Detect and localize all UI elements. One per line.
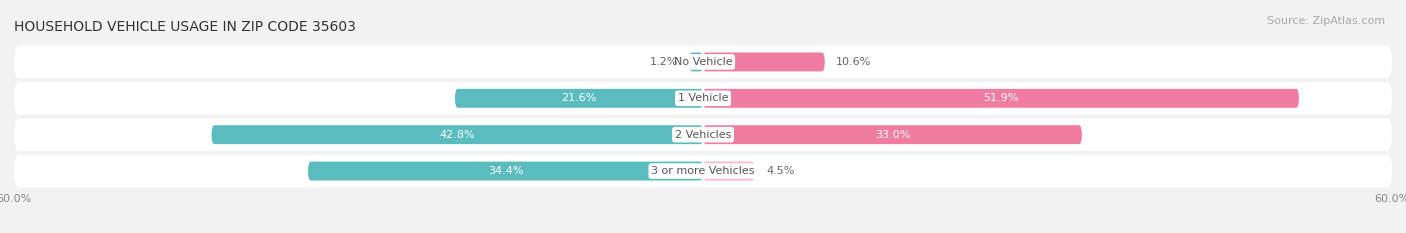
FancyBboxPatch shape (211, 125, 703, 144)
Text: Source: ZipAtlas.com: Source: ZipAtlas.com (1267, 16, 1385, 26)
Text: 1.2%: 1.2% (650, 57, 678, 67)
Text: 21.6%: 21.6% (561, 93, 596, 103)
Text: HOUSEHOLD VEHICLE USAGE IN ZIP CODE 35603: HOUSEHOLD VEHICLE USAGE IN ZIP CODE 3560… (14, 20, 356, 34)
Text: 3 or more Vehicles: 3 or more Vehicles (651, 166, 755, 176)
FancyBboxPatch shape (703, 162, 755, 181)
Text: 34.4%: 34.4% (488, 166, 523, 176)
Text: 51.9%: 51.9% (983, 93, 1019, 103)
FancyBboxPatch shape (703, 125, 1083, 144)
FancyBboxPatch shape (308, 162, 703, 181)
Text: 1 Vehicle: 1 Vehicle (678, 93, 728, 103)
FancyBboxPatch shape (703, 89, 1299, 108)
Text: 10.6%: 10.6% (837, 57, 872, 67)
FancyBboxPatch shape (703, 52, 825, 71)
Text: No Vehicle: No Vehicle (673, 57, 733, 67)
Text: 2 Vehicles: 2 Vehicles (675, 130, 731, 140)
FancyBboxPatch shape (14, 82, 1392, 115)
Text: 4.5%: 4.5% (766, 166, 794, 176)
FancyBboxPatch shape (14, 118, 1392, 151)
FancyBboxPatch shape (456, 89, 703, 108)
Text: 42.8%: 42.8% (440, 130, 475, 140)
Text: 33.0%: 33.0% (875, 130, 910, 140)
FancyBboxPatch shape (14, 46, 1392, 78)
FancyBboxPatch shape (14, 155, 1392, 187)
FancyBboxPatch shape (689, 52, 703, 71)
